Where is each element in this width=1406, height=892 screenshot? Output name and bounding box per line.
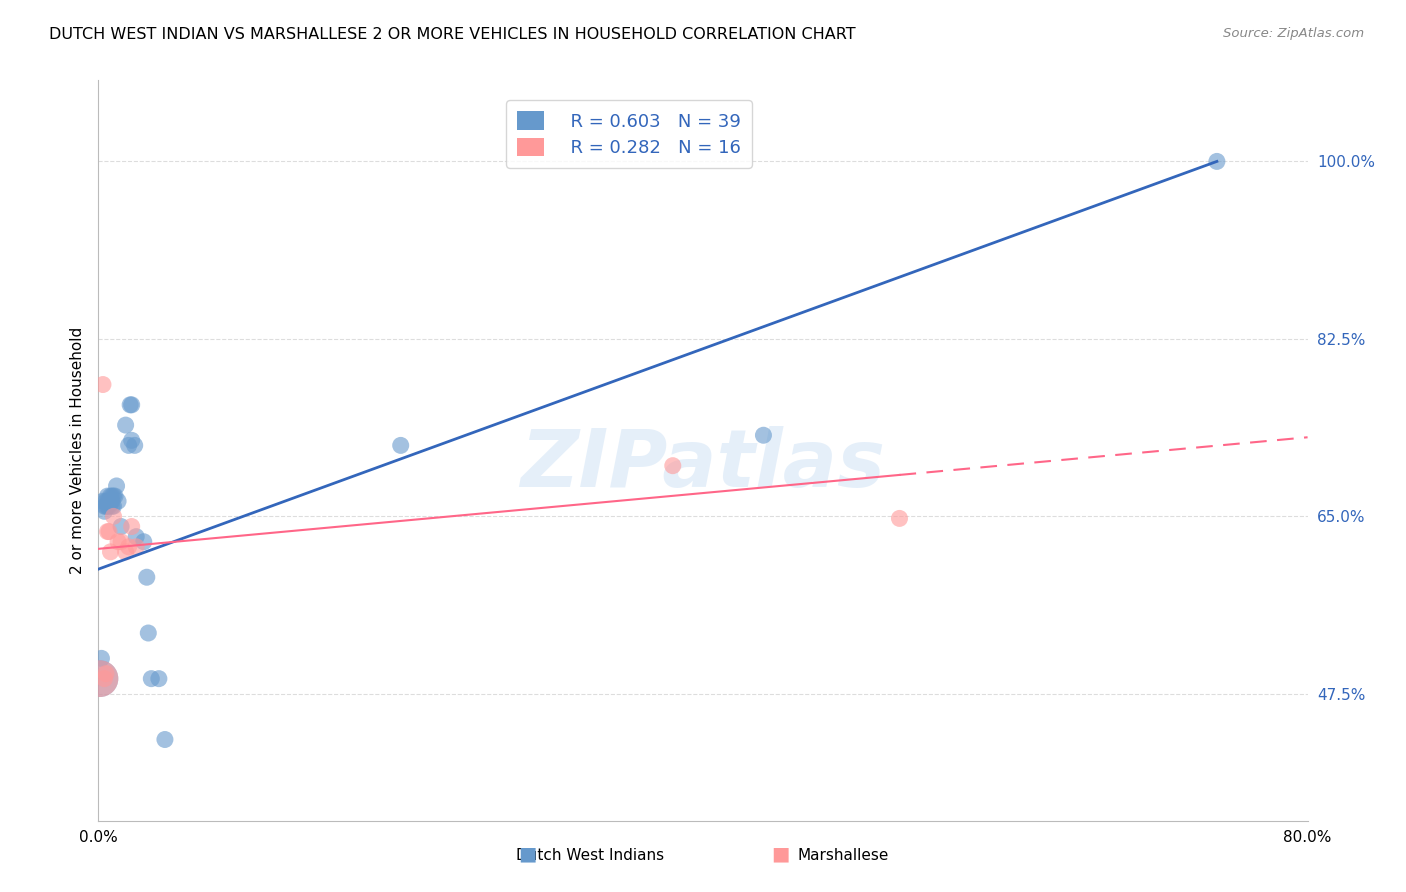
Point xyxy=(93,504,115,518)
Point xyxy=(91,494,114,508)
Point xyxy=(107,494,129,508)
Text: ZIPatlas: ZIPatlas xyxy=(520,426,886,504)
Point xyxy=(132,534,155,549)
Point xyxy=(118,438,141,452)
Point xyxy=(141,672,163,686)
Point xyxy=(105,479,128,493)
Point xyxy=(389,438,412,452)
Point xyxy=(89,672,111,686)
Point xyxy=(1206,154,1229,169)
Point xyxy=(100,496,122,510)
Y-axis label: 2 or more Vehicles in Household: 2 or more Vehicles in Household xyxy=(69,326,84,574)
Point xyxy=(101,500,124,514)
Point xyxy=(110,534,132,549)
Point xyxy=(103,489,125,503)
Point xyxy=(93,672,115,686)
Point xyxy=(98,494,121,508)
Point xyxy=(107,534,129,549)
Point xyxy=(125,530,148,544)
Point xyxy=(104,489,127,503)
Point xyxy=(110,519,132,533)
Point xyxy=(114,545,136,559)
Point xyxy=(103,509,125,524)
Point xyxy=(124,438,146,452)
Point xyxy=(136,626,159,640)
Point xyxy=(121,398,143,412)
Point xyxy=(752,428,775,442)
Point xyxy=(153,732,176,747)
Point xyxy=(96,494,118,508)
Point xyxy=(94,500,117,514)
Text: DUTCH WEST INDIAN VS MARSHALLESE 2 OR MORE VEHICLES IN HOUSEHOLD CORRELATION CHA: DUTCH WEST INDIAN VS MARSHALLESE 2 OR MO… xyxy=(49,27,856,42)
Point xyxy=(101,489,124,503)
Point xyxy=(121,519,143,533)
Point xyxy=(91,377,114,392)
Point xyxy=(93,500,115,514)
Point xyxy=(135,570,157,584)
Point xyxy=(114,418,136,433)
Point xyxy=(96,489,118,503)
Point xyxy=(121,434,143,448)
Point xyxy=(103,500,125,514)
Point xyxy=(120,398,142,412)
Point xyxy=(101,494,124,508)
Point xyxy=(100,489,122,503)
Point xyxy=(125,540,148,554)
Point xyxy=(90,651,112,665)
Point xyxy=(96,524,118,539)
Text: ■: ■ xyxy=(770,845,790,863)
Text: ■: ■ xyxy=(517,845,537,863)
Point xyxy=(98,524,121,539)
Point xyxy=(98,500,121,514)
Point xyxy=(94,494,117,508)
Point xyxy=(661,458,683,473)
Point xyxy=(148,672,170,686)
Text: Marshallese: Marshallese xyxy=(799,848,889,863)
Point xyxy=(118,540,141,554)
Point xyxy=(889,511,911,525)
Point xyxy=(89,672,111,686)
Point xyxy=(100,545,122,559)
Point xyxy=(94,666,117,681)
Point xyxy=(96,500,118,514)
Text: Source: ZipAtlas.com: Source: ZipAtlas.com xyxy=(1223,27,1364,40)
Text: Dutch West Indians: Dutch West Indians xyxy=(516,848,665,863)
Legend:   R = 0.603   N = 39,   R = 0.282   N = 16: R = 0.603 N = 39, R = 0.282 N = 16 xyxy=(506,101,752,168)
